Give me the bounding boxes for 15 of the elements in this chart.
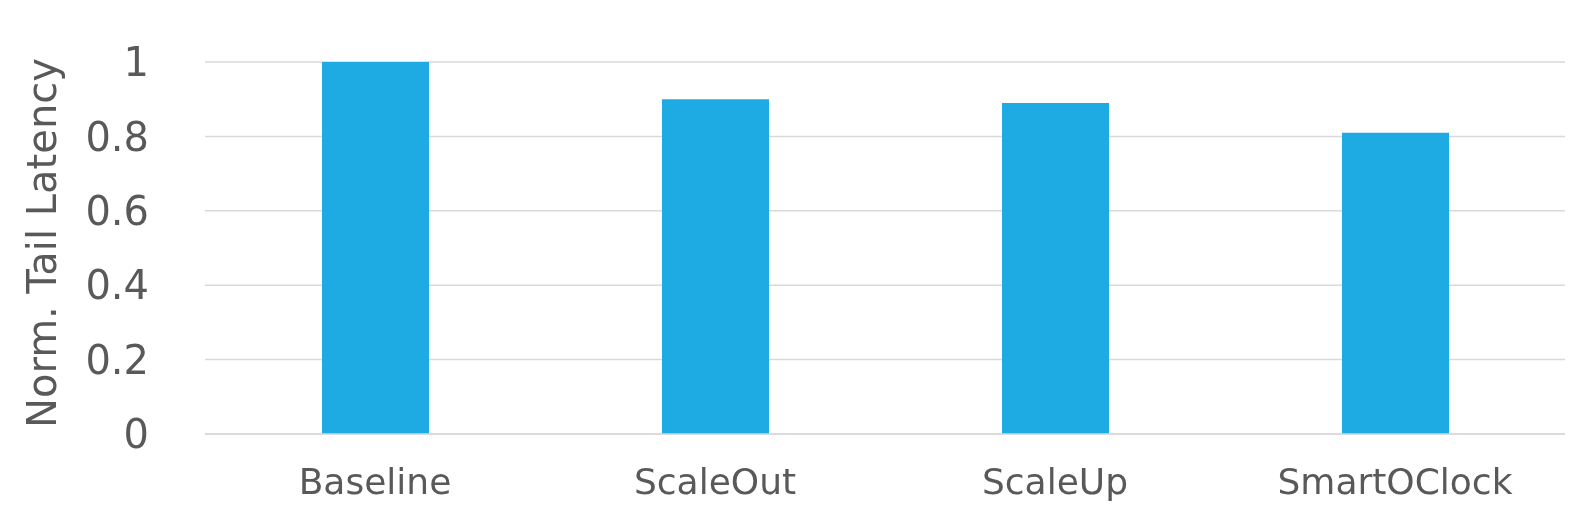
y-tick-label: 0.4	[85, 262, 149, 309]
x-tick-label: ScaleUp	[981, 460, 1129, 502]
bar	[1002, 102, 1109, 434]
y-axis-title: Norm. Tail Latency	[19, 58, 66, 428]
y-tick-label: 0	[123, 411, 149, 458]
x-tick-label: ScaleOut	[633, 460, 797, 502]
y-tick-label: 0.6	[85, 188, 149, 234]
y-tick-label: 0.2	[85, 336, 149, 383]
y-tick-label: 1	[123, 39, 149, 86]
x-tick-label: SmartOClock	[1277, 460, 1513, 502]
bar	[322, 62, 429, 434]
bar	[1342, 132, 1449, 434]
bar	[662, 99, 769, 434]
y-tick-label: 0.8	[85, 113, 149, 160]
x-tick-label: Baseline	[298, 460, 452, 502]
